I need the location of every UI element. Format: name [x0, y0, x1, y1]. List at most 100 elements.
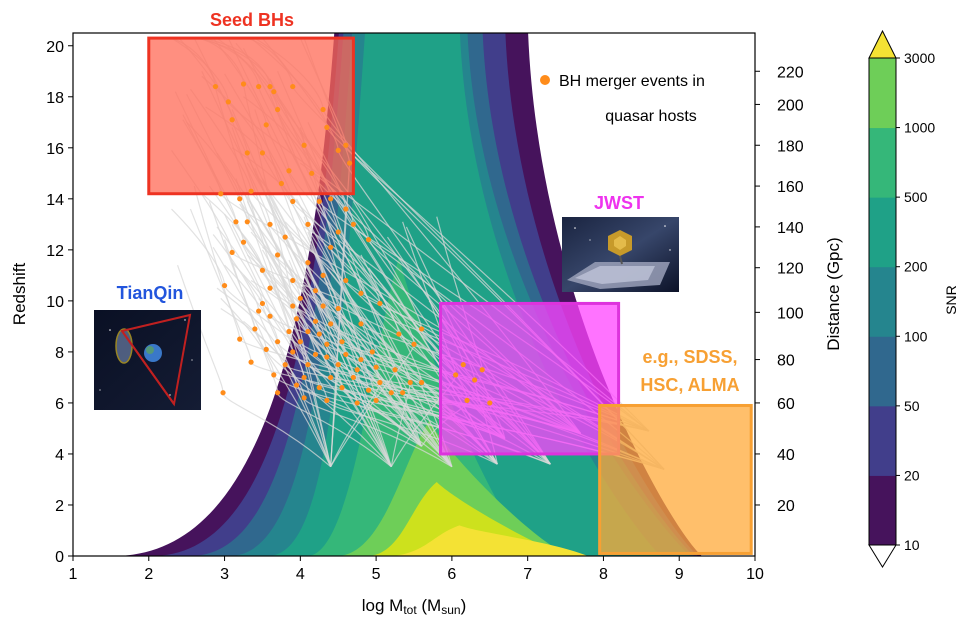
- merger-event-point: [365, 237, 372, 243]
- merger-event-point: [237, 196, 243, 202]
- colorbar-segment: [869, 336, 896, 407]
- plot-frame: [72, 32, 756, 557]
- merger-event-point: [248, 188, 254, 194]
- colorbar-tick-label: 100: [904, 328, 928, 344]
- merger-event-point: [312, 288, 319, 294]
- contour-band-1000: [338, 420, 571, 556]
- merger-event-point: [290, 303, 296, 309]
- merger-event-point: [240, 239, 247, 245]
- merger-event-point: [275, 390, 281, 396]
- merger-event-point: [282, 234, 288, 240]
- merger-event-point: [373, 397, 379, 403]
- y2-tick-label: 120: [777, 261, 804, 278]
- merger-event-point: [339, 385, 345, 391]
- merger-event-point: [267, 83, 273, 90]
- merger-event-point: [418, 326, 425, 332]
- merger-event-point: [290, 198, 296, 204]
- merger-event-point: [282, 362, 288, 368]
- x-tick-label: 3: [220, 566, 229, 583]
- merger-event-point: [316, 331, 322, 337]
- merger-event-point: [320, 106, 326, 113]
- merger-event-point: [225, 99, 231, 105]
- colorbar-segment: [869, 405, 896, 476]
- merger-event-point: [328, 374, 334, 381]
- merger-event-point: [301, 142, 307, 148]
- y-tick-label: 0: [55, 549, 64, 566]
- y2-tick-label: 220: [777, 64, 804, 81]
- region-seed-bhs: [147, 36, 355, 196]
- x-tick-label: 5: [372, 566, 381, 583]
- merger-event-point: [400, 390, 406, 396]
- merger-event-point: [377, 379, 383, 386]
- merger-event-point: [339, 339, 345, 345]
- region-e-g-sdss-hsc-alma: [598, 403, 753, 555]
- merger-event-point: [343, 206, 349, 212]
- colorbar-segment: [869, 127, 896, 198]
- y2-tick-label: 100: [777, 305, 804, 322]
- merger-event-point: [335, 147, 341, 153]
- y-tick-label: 2: [55, 498, 64, 515]
- y-axis-label: Redshift: [10, 263, 29, 326]
- merger-event-point: [316, 385, 322, 391]
- merger-event-point: [212, 83, 219, 90]
- merger-event-point: [267, 313, 273, 319]
- merger-event-point: [407, 379, 413, 386]
- merger-event-point: [244, 150, 250, 156]
- tianqin-label: TianQin: [117, 283, 184, 303]
- contour-band-3000: [368, 482, 566, 556]
- merger-event-point: [464, 397, 470, 403]
- merger-event-point: [324, 397, 330, 403]
- merger-event-point: [312, 318, 319, 324]
- colorbar-segment: [869, 197, 896, 268]
- merger-event-point: [343, 277, 349, 284]
- merger-event-point: [350, 374, 356, 381]
- merger-event-point: [312, 351, 319, 358]
- merger-event-point: [388, 390, 394, 396]
- merger-event-point: [275, 339, 281, 345]
- y-tick-label: 20: [46, 39, 64, 56]
- colorbar-tick-label: 50: [904, 398, 920, 414]
- merger-event-point: [220, 390, 226, 396]
- contour-band-500: [307, 257, 540, 556]
- merger-event-point: [328, 196, 334, 202]
- merger-event-point: [240, 81, 247, 87]
- merger-event-point: [377, 300, 383, 307]
- y-tick-label: 16: [46, 141, 64, 158]
- merger-event-point: [335, 229, 341, 235]
- merger-event-point: [343, 142, 349, 148]
- merger-event-point: [293, 316, 300, 322]
- colorbar-segment: [869, 58, 896, 129]
- colorbar-tick-label: 3000: [904, 50, 935, 66]
- merger-event-point: [335, 362, 341, 368]
- colorbar-under-extension: [868, 544, 897, 568]
- colorbar-label: SNR: [943, 285, 959, 315]
- legend-marker: [540, 75, 550, 85]
- merger-event-point: [453, 372, 459, 378]
- right-distance-axis: 20 40 60 80 100 120 140 160 180 200 220: [755, 64, 804, 515]
- merger-event-point: [271, 89, 277, 95]
- colorbar-tick-label: 500: [904, 189, 928, 205]
- merger-event-point: [460, 362, 466, 368]
- plot-area: [118, 33, 753, 556]
- merger-event-point: [305, 260, 311, 266]
- merger-event-point: [244, 219, 250, 225]
- tianqin-illustration: [94, 310, 201, 410]
- x-tick-label: 9: [675, 566, 684, 583]
- x-tick-label: 6: [447, 566, 456, 583]
- merger-event-point: [305, 362, 311, 368]
- y2-tick-label: 80: [777, 353, 795, 370]
- x-tick-label: 2: [144, 566, 153, 583]
- colorbar-tick-label: 1000: [904, 120, 935, 136]
- merger-event-point: [301, 374, 307, 381]
- merger-event-point: [259, 300, 266, 307]
- merger-event-point: [320, 303, 326, 309]
- merger-event-point: [392, 367, 398, 373]
- y2-tick-label: 60: [777, 396, 795, 413]
- merger-event-point: [411, 341, 417, 347]
- merger-event-point: [354, 367, 360, 373]
- earth-icon: [144, 344, 162, 362]
- y2-axis-label: Distance (Gpc): [824, 237, 843, 350]
- merger-event-point: [324, 124, 330, 130]
- merger-event-point: [373, 364, 379, 370]
- merger-event-point: [301, 395, 307, 401]
